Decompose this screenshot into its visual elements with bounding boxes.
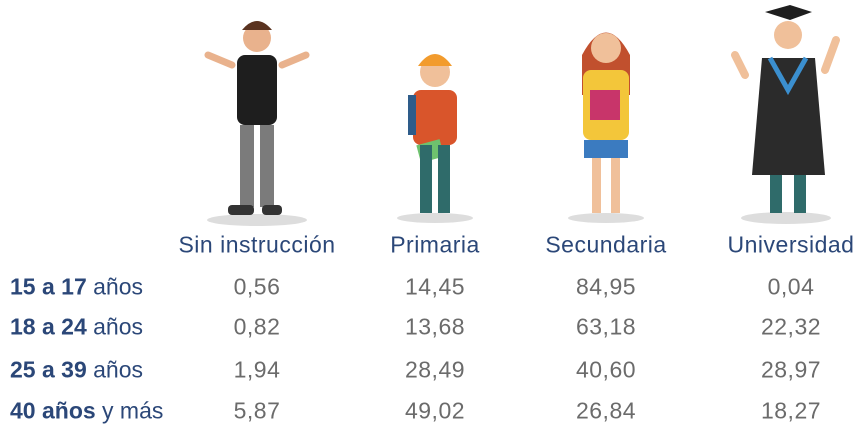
column-header: Sin instrucción [178, 231, 336, 258]
person-primaria [408, 54, 457, 213]
row-label-bold: 40 años [10, 397, 96, 424]
row-label: 15 a 17 años [10, 274, 143, 301]
person-sin-instruccion [204, 21, 310, 215]
row-label-bold: 15 a 17 [10, 273, 87, 300]
illustrations [204, 5, 840, 226]
cell: 0,04 [767, 273, 815, 300]
row-label-bold: 18 a 24 [10, 313, 87, 340]
cell: 84,95 [575, 273, 637, 300]
column-header: Secundaria [545, 231, 667, 258]
cell: 13,68 [404, 313, 466, 340]
cell: 0,82 [233, 313, 281, 340]
row-label: 25 a 39 años [10, 357, 143, 384]
cell: 14,45 [404, 273, 466, 300]
column-header: Universidad [727, 231, 855, 258]
shadow [397, 213, 473, 223]
row-label-rest: y más [102, 397, 164, 424]
cell: 26,84 [575, 397, 637, 424]
cell: 0,56 [233, 273, 281, 300]
cell: 1,94 [233, 356, 281, 383]
row-label-rest: años [93, 356, 144, 383]
person-secundaria [582, 32, 630, 213]
row-label-rest: años [93, 313, 144, 340]
row-label: 40 años y más [10, 398, 163, 425]
shadow [568, 213, 644, 223]
cell: 49,02 [404, 397, 466, 424]
column-header: Primaria [390, 231, 480, 258]
cell: 18,27 [760, 397, 822, 424]
shadow [741, 212, 831, 224]
cell: 28,49 [404, 356, 466, 383]
row-label: 18 a 24 años [10, 314, 143, 341]
cell: 40,60 [575, 356, 637, 383]
row-label-bold: 25 a 39 [10, 356, 87, 383]
cell: 28,97 [760, 356, 822, 383]
cell: 5,87 [233, 397, 281, 424]
cell: 22,32 [760, 313, 822, 340]
shadow [207, 214, 307, 226]
cell: 63,18 [575, 313, 637, 340]
person-universidad [731, 5, 840, 213]
row-label-rest: años [93, 273, 144, 300]
